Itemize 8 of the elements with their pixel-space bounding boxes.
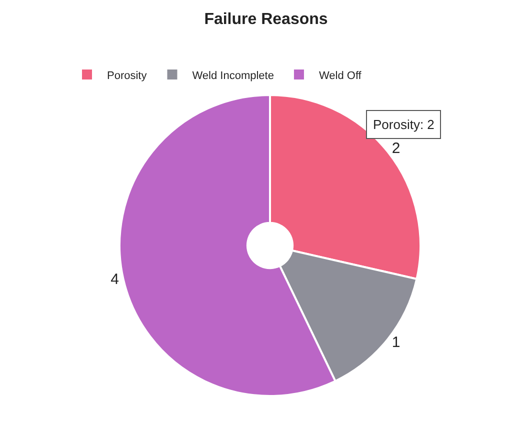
legend-label: Weld Off [318,70,362,82]
data-label: 2 [392,140,400,157]
data-label: 1 [392,334,400,352]
data-label: 4 [110,270,120,288]
legend-label: Weld Incomplete [192,70,274,82]
text: Porosity: 2 [373,117,434,132]
chart-title: Failure Reasons [204,10,328,28]
legend-label: Porosity [107,70,148,82]
